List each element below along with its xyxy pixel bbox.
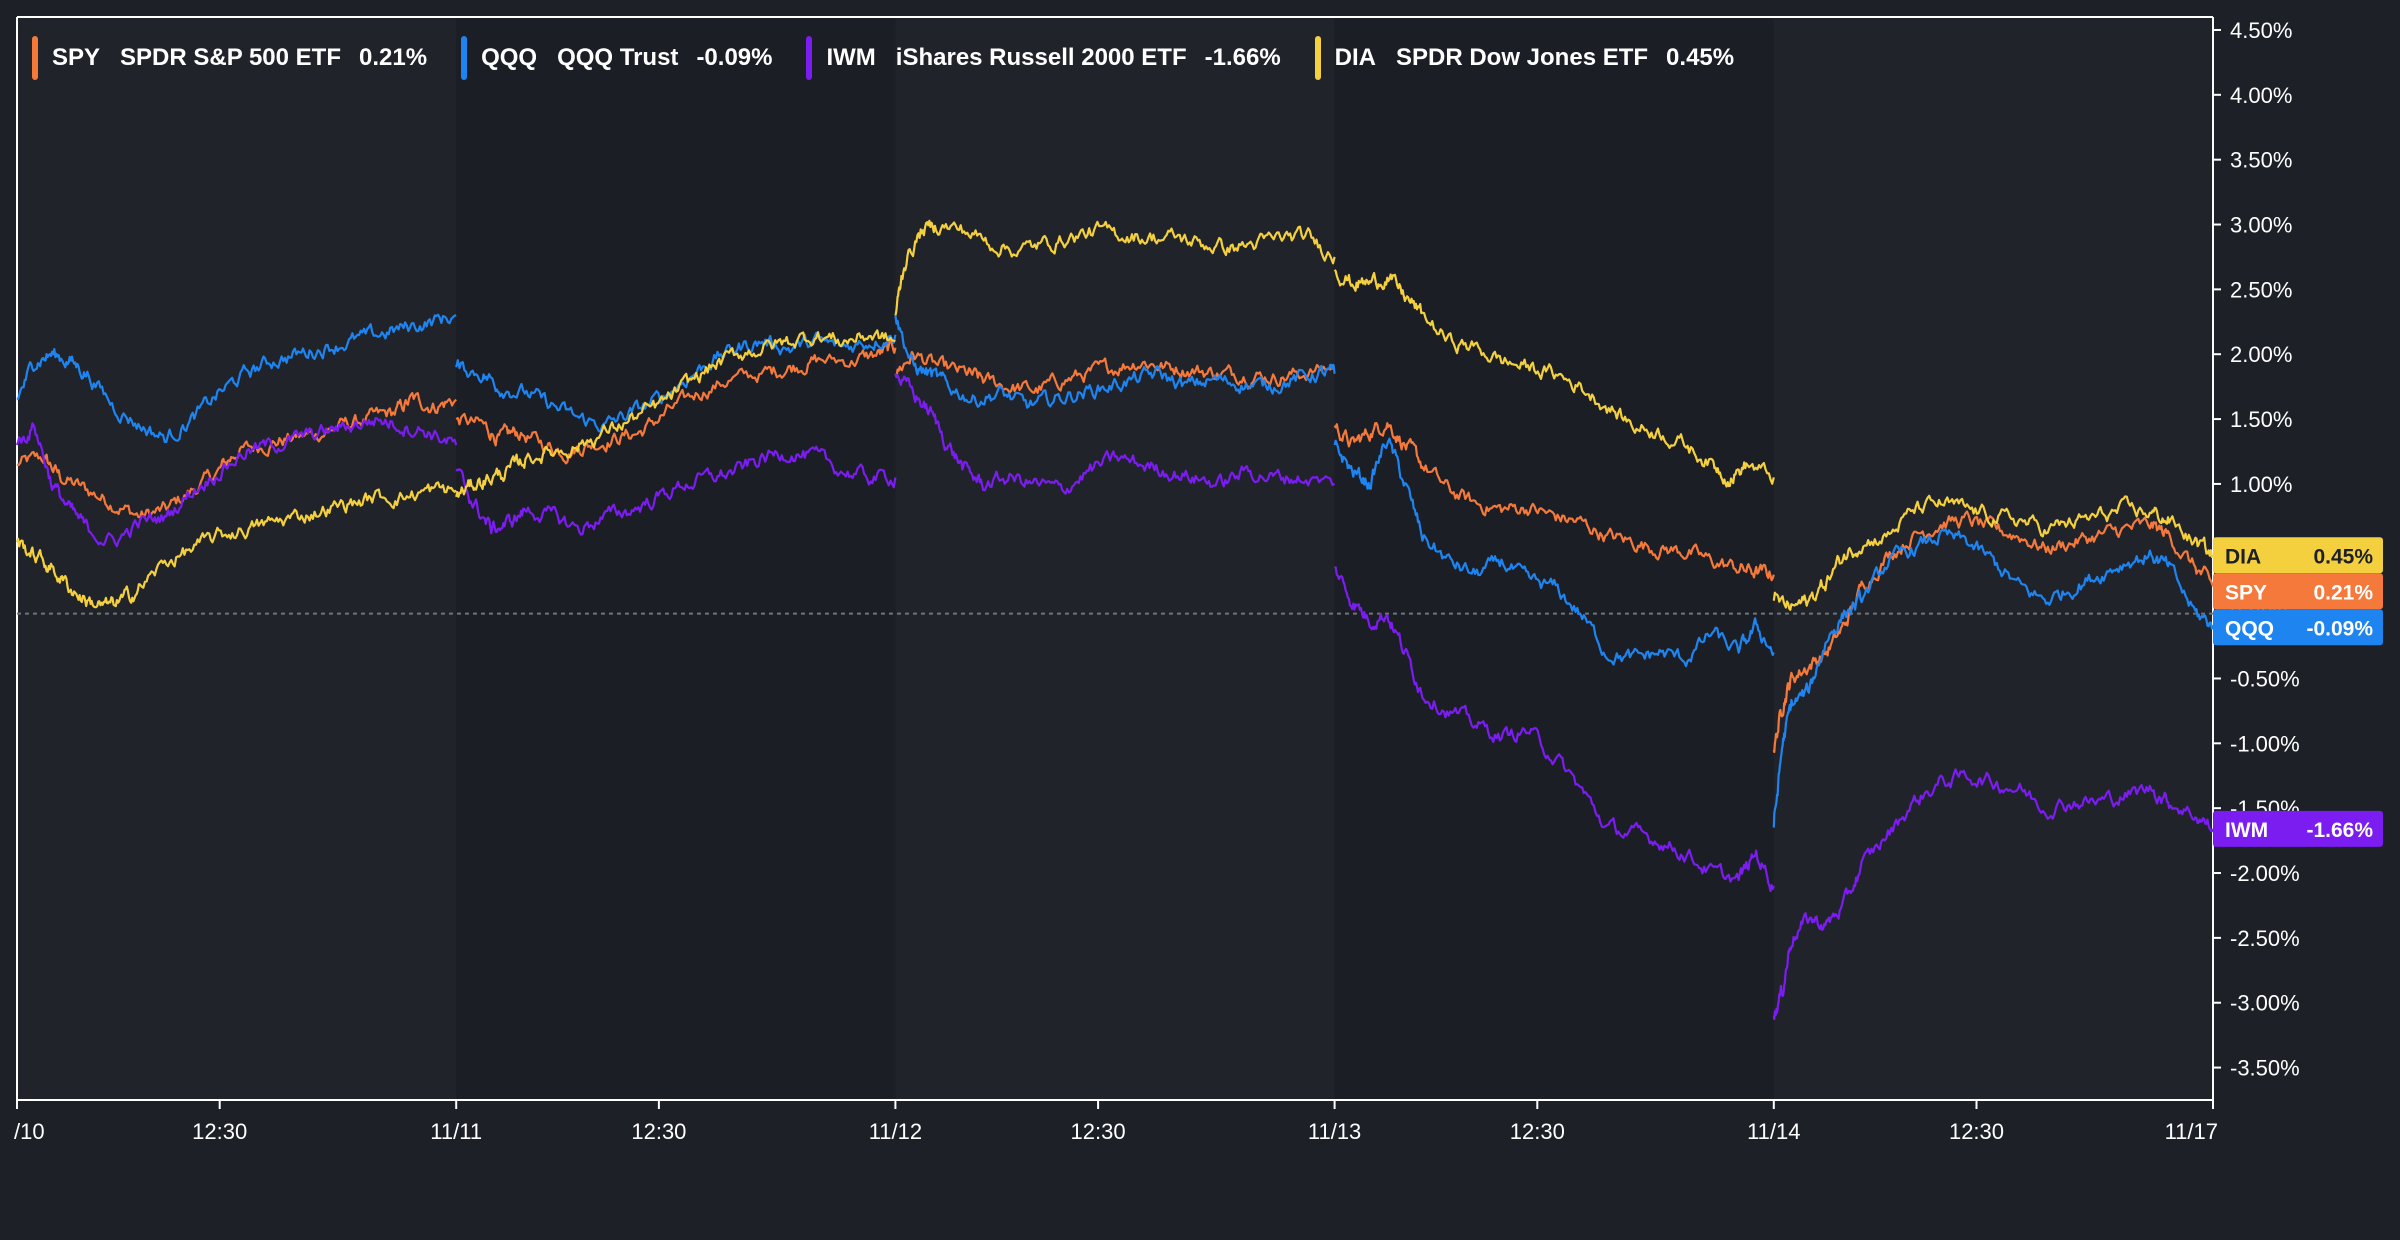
x-tick-label: /10	[14, 1119, 45, 1144]
legend-change: 0.21%	[359, 44, 428, 71]
y-tick-label: -3.50%	[2230, 1056, 2300, 1081]
x-tick-label: 11/13	[1308, 1119, 1361, 1144]
legend-swatch	[1314, 36, 1321, 80]
badge-symbol: SPY	[2225, 581, 2267, 604]
badge-background	[2213, 537, 2383, 574]
y-tick-label: -3.00%	[2230, 991, 2300, 1016]
series-line-dia	[1772, 494, 2214, 611]
series-line-dia	[1333, 269, 1775, 488]
badge-value: 0.45%	[2313, 545, 2373, 568]
badge-symbol: DIA	[2225, 545, 2261, 568]
legend-swatch	[461, 36, 468, 80]
y-tick-label: -2.50%	[2230, 926, 2300, 951]
y-tick-label: 1.00%	[2230, 472, 2292, 497]
series-line-dia	[15, 481, 457, 609]
chart-legend: SPY SPDR S&P 500 ETF 0.21% QQQ QQQ Trust…	[32, 36, 1768, 80]
x-tick-label: 12:30	[1510, 1119, 1565, 1144]
y-tick-label: 4.50%	[2230, 18, 2292, 43]
x-tick-label: 12:30	[1071, 1119, 1126, 1144]
y-tick-label: 1.50%	[2230, 407, 2292, 432]
series-line-dia	[894, 219, 1336, 316]
day-band	[895, 17, 1335, 1100]
legend-item-dia[interactable]: DIA SPDR Dow Jones ETF 0.45%	[1314, 36, 1735, 80]
series-line-iwm	[1333, 566, 1775, 893]
y-tick-label: 4.00%	[2230, 83, 2292, 108]
y-tick-label: 3.50%	[2230, 148, 2292, 173]
badge-value: 0.21%	[2313, 581, 2373, 604]
series-line-iwm	[455, 445, 897, 536]
badge-value: -0.09%	[2306, 617, 2373, 640]
y-tick-label: -0.50%	[2230, 666, 2300, 691]
legend-item-iwm[interactable]: IWM iShares Russell 2000 ETF -1.66%	[806, 36, 1281, 80]
y-tick-label: -1.00%	[2230, 731, 2300, 756]
legend-symbol: IWM	[826, 44, 876, 71]
legend-item-spy[interactable]: SPY SPDR S&P 500 ETF 0.21%	[32, 36, 427, 80]
badge-symbol: QQQ	[2225, 617, 2274, 640]
legend-swatch	[806, 36, 813, 80]
x-tick-label: 11/11	[430, 1119, 482, 1144]
badge-symbol: IWM	[2225, 819, 2268, 842]
day-band	[1334, 17, 1774, 1100]
series-line-iwm	[894, 373, 1336, 495]
last-value-badges: DIA 0.45% SPY 0.21% QQQ -0.09% IWM -1.66%	[2213, 537, 2383, 847]
legend-change: -0.09%	[696, 44, 773, 71]
y-axis-ticks: 4.50% 4.00% 3.50% 3.00% 2.50% 2.00% 1.50% 1.00%…	[2213, 18, 2300, 1081]
legend-symbol: QQQ	[481, 44, 538, 71]
series-lines	[15, 219, 2215, 1021]
series-line-qqq	[455, 331, 897, 433]
badge-dia: DIA 0.45%	[2213, 537, 2383, 574]
series-line-dia	[455, 329, 896, 498]
badge-spy: SPY 0.21%	[2213, 573, 2383, 610]
x-tick-label: 11/12	[869, 1119, 922, 1144]
series-line-qqq	[894, 315, 1336, 409]
series-line-qqq	[1772, 528, 2215, 828]
x-axis-ticks: /10 12:30 11/11 12:30 11/12 12:30 11/13 12:30 11…	[14, 1100, 2218, 1144]
legend-symbol: DIA	[1334, 44, 1376, 71]
badge-qqq: QQQ -0.09%	[2213, 609, 2383, 646]
legend-name: SPDR S&P 500 ETF	[120, 44, 341, 71]
badge-iwm: IWM -1.66%	[2213, 810, 2383, 847]
y-tick-label: 2.00%	[2230, 342, 2292, 367]
x-tick-label: 12:30	[1949, 1119, 2004, 1144]
series-line-qqq	[16, 313, 457, 444]
legend-name: iShares Russell 2000 ETF	[895, 44, 1187, 71]
day-band	[17, 17, 457, 1100]
x-tick-label: 11/17	[2165, 1119, 2218, 1144]
badge-background	[2213, 609, 2383, 646]
series-line-spy	[1333, 421, 1775, 582]
legend-change: 0.45%	[1666, 44, 1735, 71]
legend-change: -1.66%	[1204, 44, 1281, 71]
x-tick-label: 12:30	[631, 1119, 686, 1144]
series-line-iwm	[15, 417, 458, 548]
legend-name: QQQ Trust	[557, 44, 679, 71]
legend-symbol: SPY	[52, 44, 101, 71]
series-line-spy	[1772, 510, 2215, 754]
badge-background	[2213, 573, 2383, 610]
badge-background	[2213, 810, 2383, 847]
badge-value: -1.66%	[2306, 819, 2373, 842]
y-tick-label: 3.00%	[2230, 213, 2292, 238]
series-line-qqq	[1333, 437, 1775, 668]
y-tick-label: -2.00%	[2230, 861, 2300, 886]
legend-name: SPDR Dow Jones ETF	[1396, 44, 1649, 71]
legend-item-qqq[interactable]: QQQ QQQ Trust -0.09%	[461, 36, 772, 80]
series-line-iwm	[1772, 768, 2215, 1021]
series-line-spy	[455, 338, 897, 465]
x-tick-label: 12:30	[192, 1119, 247, 1144]
x-tick-label: 11/14	[1747, 1119, 1800, 1144]
day-band	[456, 17, 896, 1100]
y-tick-label: 2.50%	[2230, 277, 2292, 302]
legend-swatch	[32, 36, 38, 80]
